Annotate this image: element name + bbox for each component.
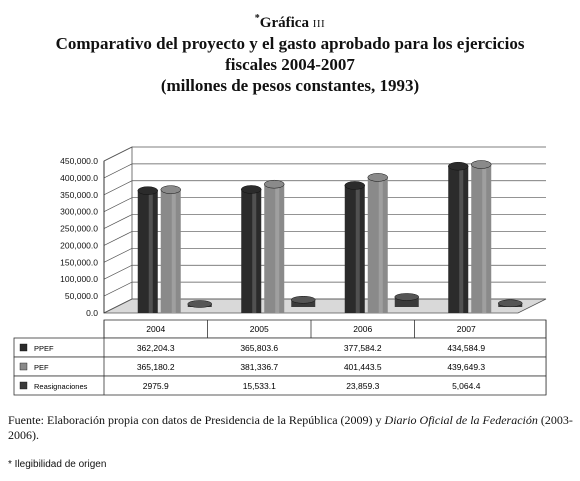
bar-ppef: [344, 181, 365, 313]
legend-label: Reasignaciones: [34, 382, 88, 391]
bar-ppef: [137, 186, 158, 313]
bar-highlight: [148, 190, 153, 313]
bar-body: [394, 296, 419, 307]
bar-highlight: [275, 184, 280, 313]
bar-ppef: [241, 185, 262, 313]
bar-body: [344, 185, 365, 313]
legend-label: PPEF: [34, 344, 54, 353]
bar-cap: [137, 186, 158, 195]
bar-pef: [367, 173, 388, 313]
y-tick-label: 350,000.0: [60, 190, 98, 200]
gridline: [103, 231, 546, 246]
y-tick-label: 400,000.0: [60, 173, 98, 183]
bar-highlight: [252, 189, 257, 313]
gridline: [103, 163, 546, 179]
bar-cap: [160, 185, 181, 194]
gridline: [103, 281, 546, 297]
bar-pef: [264, 179, 285, 313]
data-label: 381,336.7: [240, 362, 278, 372]
y-tick-label: 300,000.0: [60, 207, 98, 217]
bar-body: [241, 189, 262, 313]
footnote: * Ilegibilidad de origen: [8, 459, 107, 470]
data-label: 23,859.3: [346, 381, 379, 391]
bar-body: [448, 166, 469, 313]
gridline: [103, 146, 546, 162]
data-label: 401,443.5: [344, 362, 382, 372]
bar-reasignaciones: [291, 296, 316, 307]
legend-marker: [19, 381, 28, 390]
bar-body: [471, 164, 492, 313]
bar-body: [160, 189, 181, 313]
bar-cap: [367, 173, 388, 182]
y-tick-label: 150,000.0: [60, 257, 98, 267]
bar-cap: [344, 181, 365, 190]
gridline: [103, 264, 546, 280]
y-tick-label: 450,000.0: [60, 156, 98, 166]
source-note: Fuente: Elaboración propia con datos de …: [8, 413, 574, 443]
bar-cap: [241, 185, 262, 194]
legend-label: PEF: [34, 363, 49, 372]
y-tick-label: 50,000.0: [65, 291, 98, 301]
data-label: 434,584.9: [447, 343, 485, 353]
bar-highlight: [171, 189, 176, 313]
data-label: 365,803.6: [240, 343, 278, 353]
bar-cap: [471, 160, 492, 169]
chart-subtitle-units: (millones de pesos constantes, 1993): [160, 76, 420, 95]
bar-cap: [498, 299, 523, 308]
figure-numeral: III: [312, 18, 326, 30]
table-category-label: 2005: [250, 324, 269, 334]
bar-body: [264, 184, 285, 313]
bar-reasignaciones: [187, 300, 212, 308]
gridline: [103, 197, 546, 212]
bar-highlight: [459, 166, 464, 313]
asterisk-mark: *: [254, 13, 260, 24]
y-tick-label: 0.0: [86, 308, 98, 318]
table-category-label: 2007: [457, 324, 476, 334]
bar-reasignaciones: [498, 299, 523, 308]
bar-pef: [471, 160, 492, 313]
bar-cap: [394, 293, 419, 301]
table-row: [13, 375, 547, 396]
side-wall: [103, 146, 133, 314]
source-text: Fuente: Elaboración propia con datos de …: [8, 413, 385, 427]
table-header-row: [103, 319, 547, 339]
bar-cap: [291, 296, 316, 304]
bar-chart: 0.0 50,000.0 100,000.0 150,000.0 200,000.0 25…: [13, 146, 547, 396]
figure-label: Gráfica: [259, 15, 309, 31]
gridline: [103, 214, 546, 229]
bar-highlight: [482, 164, 487, 313]
bar-highlight: [355, 185, 360, 313]
legend-marker: [19, 343, 28, 352]
source-years: (2003-2006).: [8, 413, 573, 442]
chart-title-block: *Gráfica III Comparativo del proyecto y …: [0, 10, 580, 96]
chart-title-line2: fiscales 2004-2007: [225, 55, 355, 74]
data-label: 377,584.2: [344, 343, 382, 353]
y-tick-label: 200,000.0: [60, 240, 98, 250]
bar-body: [137, 190, 158, 313]
figure-number: *Gráfica III: [0, 10, 580, 33]
chart-title-line1: Comparativo del proyecto y el gasto apro…: [55, 34, 525, 53]
bar-highlight: [378, 177, 383, 313]
data-label: 15,533.1: [243, 381, 276, 391]
bar-body: [367, 177, 388, 313]
table-category-label: 2004: [146, 324, 165, 334]
bar-cap: [448, 161, 469, 171]
bar-ppef: [448, 161, 469, 313]
bar-pef: [160, 185, 181, 313]
bar-cap: [264, 179, 285, 189]
source-publication: Diario Oficial de la Federación: [384, 413, 538, 427]
bar-cap: [187, 300, 212, 308]
bar-reasignaciones: [394, 293, 419, 307]
legend-marker: [19, 362, 28, 371]
gridline: [103, 247, 546, 263]
gridline: [103, 180, 546, 196]
data-label: 439,649.3: [447, 362, 485, 372]
data-label: 362,204.3: [137, 343, 175, 353]
data-label: 5,064.4: [452, 381, 481, 391]
table-category-label: 2006: [353, 324, 372, 334]
y-tick-label: 250,000.0: [60, 224, 98, 234]
data-label: 365,180.2: [137, 362, 175, 372]
data-label: 2975.9: [143, 381, 169, 391]
y-tick-label: 100,000.0: [60, 274, 98, 284]
